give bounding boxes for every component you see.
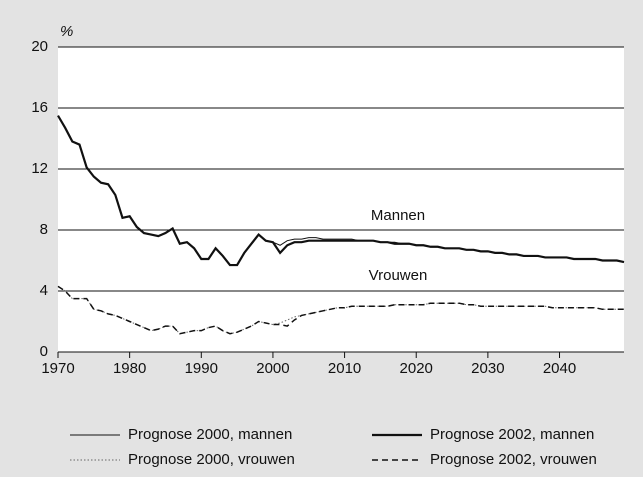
y-tick-label: 16: [31, 99, 48, 116]
x-tick-label: 1980: [113, 360, 146, 377]
y-tick-label: 4: [40, 282, 48, 299]
legend-label: Prognose 2002, mannen: [430, 426, 594, 443]
legend-label: Prognose 2000, mannen: [128, 426, 292, 443]
y-tick-label: 20: [31, 38, 48, 55]
x-tick-label: 2030: [471, 360, 504, 377]
x-tick-label: 2020: [400, 360, 433, 377]
x-tick-label: 1990: [185, 360, 218, 377]
x-tick-label: 1970: [41, 360, 74, 377]
series-line: [57, 115, 625, 267]
plot-area: [58, 47, 624, 352]
legend-label: Prognose 2002, vrouwen: [430, 451, 597, 468]
x-tick-label: 2010: [328, 360, 361, 377]
legend-label: Prognose 2000, vrouwen: [128, 451, 295, 468]
y-unit: %: [60, 23, 73, 40]
series-line: [57, 285, 624, 335]
y-tick-label: 0: [40, 343, 48, 360]
annotation: Vrouwen: [369, 267, 428, 284]
x-tick-label: 2040: [543, 360, 576, 377]
annotation: Mannen: [371, 207, 425, 224]
y-tick-label: 8: [40, 221, 48, 238]
y-tick-label: 12: [31, 160, 48, 177]
series-line: [57, 286, 624, 335]
x-tick-label: 2000: [256, 360, 289, 377]
